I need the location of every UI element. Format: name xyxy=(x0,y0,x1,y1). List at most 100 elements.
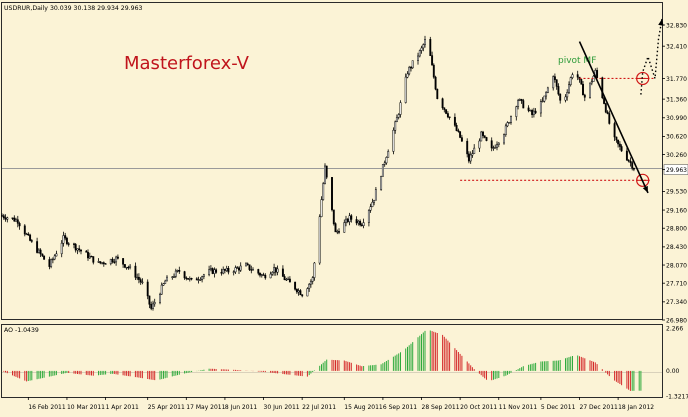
candle-body xyxy=(146,281,149,297)
candle-body xyxy=(238,267,240,271)
candle-body xyxy=(99,261,102,264)
time-tick-label: 22 Jul 2011 xyxy=(302,404,336,411)
candle-body xyxy=(51,258,54,261)
candle-body xyxy=(187,278,190,280)
price-tick-label: 26.980 xyxy=(666,317,687,324)
price-tick-label: 32.410 xyxy=(666,43,687,50)
candle-body xyxy=(320,199,323,217)
candle-body xyxy=(459,131,462,138)
candle-body xyxy=(564,96,567,101)
candle-body xyxy=(285,279,288,281)
candle-body xyxy=(53,255,56,260)
candle-body xyxy=(287,278,290,281)
watermark-label: Masterforex-V xyxy=(124,53,250,74)
candle-body xyxy=(259,273,261,276)
time-tick-label: 18 Jan 2012 xyxy=(618,404,654,411)
time-tick-label: 27 Dec 2011 xyxy=(580,404,619,411)
candle-body xyxy=(334,223,337,233)
candle-body xyxy=(336,231,339,233)
ao-axis: 2.266 0.00 -1.3217 xyxy=(666,325,688,400)
candle-body xyxy=(411,60,414,69)
time-tick-label: 1 Apr 2011 xyxy=(106,404,139,411)
candle-body xyxy=(90,255,93,258)
candle-body xyxy=(569,77,572,85)
candle-body xyxy=(385,157,388,164)
candle-body xyxy=(420,47,423,51)
ao-histogram xyxy=(3,330,642,391)
price-tick-label: 28.070 xyxy=(666,262,687,269)
candle-body xyxy=(109,258,112,264)
candle-body xyxy=(557,86,560,95)
candle-body xyxy=(467,153,470,162)
candle-body xyxy=(318,216,321,264)
candle-body xyxy=(264,274,267,279)
candle-body xyxy=(76,248,79,251)
price-tick-label: 31.770 xyxy=(666,76,687,83)
candle-body xyxy=(178,270,181,272)
candle-body xyxy=(41,253,44,257)
candle-body xyxy=(166,276,168,282)
candle-body xyxy=(580,79,583,85)
candle-body xyxy=(43,255,46,260)
candle-body xyxy=(97,261,100,263)
time-tick-label: 28 Sep 2011 xyxy=(422,404,460,411)
candle-body xyxy=(429,39,432,56)
candle-body xyxy=(27,233,30,236)
candle-body xyxy=(16,219,19,224)
time-tick-label: 8 Jun 2011 xyxy=(225,404,257,411)
candle-body xyxy=(367,210,370,223)
candle-body xyxy=(101,262,104,264)
candle-body xyxy=(92,256,95,263)
candle-body xyxy=(617,139,620,145)
candle-body xyxy=(483,135,486,138)
arrow-head xyxy=(642,185,648,193)
candle-body xyxy=(39,249,42,255)
candle-body xyxy=(331,177,333,211)
candle-body xyxy=(174,270,177,277)
candle-body xyxy=(1,215,3,217)
candle-body xyxy=(301,294,304,297)
candle-body xyxy=(274,267,277,273)
candle-body xyxy=(15,219,17,222)
candle-body xyxy=(608,113,611,124)
price-tick-label: 30.990 xyxy=(666,115,687,122)
candle-body xyxy=(466,140,469,155)
candle-body xyxy=(62,235,65,244)
candle-body xyxy=(201,276,204,280)
candle-body xyxy=(325,165,328,178)
time-tick-label: 5 Dec 2011 xyxy=(541,404,576,411)
candle-body xyxy=(371,201,374,207)
candle-body xyxy=(220,272,223,274)
candle-body xyxy=(346,218,349,222)
candle-body xyxy=(395,117,398,123)
candle-body xyxy=(78,248,81,251)
candle-body xyxy=(589,82,591,98)
candle-body xyxy=(276,268,279,273)
candle-body xyxy=(369,206,372,211)
candle-body xyxy=(492,147,495,149)
candle-body xyxy=(295,289,298,293)
candle-body xyxy=(566,92,569,98)
candle-body xyxy=(104,263,107,265)
candle-body xyxy=(122,258,125,265)
candle-body xyxy=(441,98,444,109)
candle-body xyxy=(288,278,291,283)
candle-body xyxy=(164,280,167,284)
candle-body xyxy=(381,164,384,177)
candle-body xyxy=(362,222,365,226)
candle-body xyxy=(604,103,607,113)
candle-body xyxy=(215,269,218,273)
candle-body xyxy=(553,76,556,80)
candle-body xyxy=(139,279,142,283)
candle-body xyxy=(150,303,153,309)
candle-body xyxy=(469,154,472,162)
candle-body xyxy=(246,263,249,265)
candle-body xyxy=(209,268,212,270)
candle-body xyxy=(539,101,542,114)
candle-body xyxy=(171,276,174,278)
candle-body xyxy=(37,249,40,253)
candle-body xyxy=(531,110,534,115)
candle-body xyxy=(332,209,335,224)
